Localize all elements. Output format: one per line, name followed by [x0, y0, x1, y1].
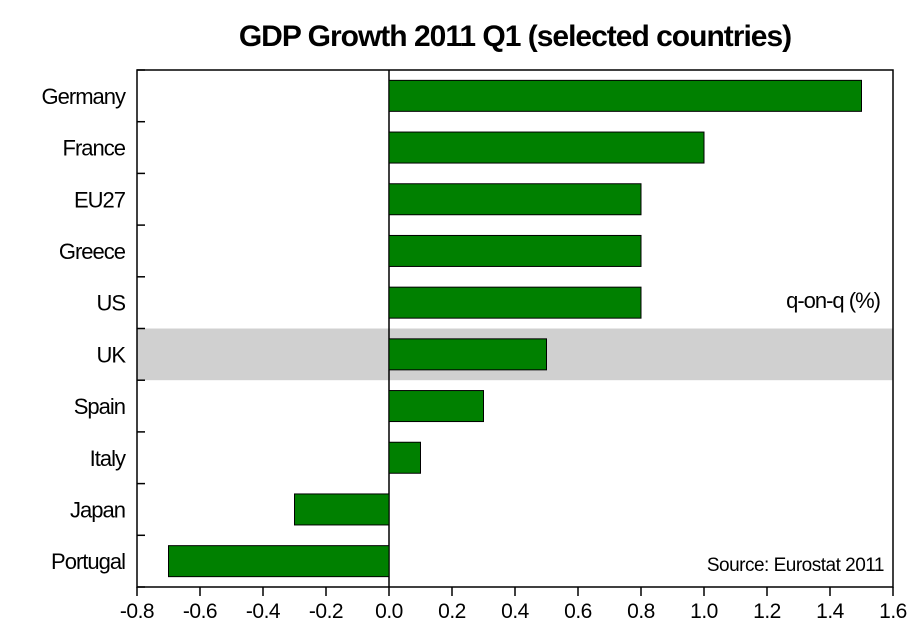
bar-portugal	[168, 545, 390, 578]
category-label-france: France	[63, 136, 126, 161]
source-annotation: Source: Eurostat 2011	[707, 555, 884, 576]
category-label-greece: Greece	[59, 239, 126, 264]
category-label-spain: Spain	[74, 394, 125, 419]
unit-annotation: q-on-q (%)	[786, 288, 880, 313]
bar-italy	[388, 441, 421, 474]
x-tick-label: 1.6	[879, 600, 907, 623]
x-tick-label: 0.2	[438, 600, 466, 623]
bar-eu27	[388, 183, 642, 216]
x-tick-label: 1.2	[753, 600, 781, 623]
x-tick-label: 1.0	[690, 600, 718, 623]
chart-title: GDP Growth 2011 Q1 (selected countries)	[239, 20, 791, 53]
category-label-us: US	[96, 291, 125, 316]
x-tick-label: 1.4	[816, 600, 845, 623]
category-label-eu27: EU27	[74, 187, 126, 212]
x-tick-labels: -0.8 -0.6 -0.4 -0.2 0.0 0.2 0.4 0.6 0.8 1.0 1.2 1.4…	[120, 600, 907, 623]
bar-us	[388, 286, 642, 319]
bar-japan	[294, 493, 390, 526]
x-tick-label: 0.6	[564, 600, 592, 623]
bars-layer	[168, 79, 862, 578]
x-tick-label: 0.4	[501, 600, 530, 623]
category-label-italy: Italy	[90, 446, 126, 471]
bar-france	[388, 131, 705, 164]
category-label-portugal: Portugal	[51, 549, 125, 574]
x-tick-label: -0.4	[246, 600, 281, 623]
category-label-germany: Germany	[42, 84, 126, 109]
x-tick-label: -0.6	[183, 600, 217, 623]
x-tick-label: -0.8	[120, 600, 154, 623]
x-tick-label: 0.0	[375, 600, 403, 623]
category-label-japan: Japan	[70, 497, 125, 522]
y-tick-marks	[137, 69, 145, 588]
bar-uk	[388, 338, 547, 371]
category-label-uk: UK	[96, 342, 126, 367]
x-tick-label: 0.8	[627, 600, 655, 623]
x-tick-label: -0.2	[309, 600, 343, 623]
bar-greece	[388, 234, 642, 267]
category-labels: Germany France EU27 Greece US UK Spain Italy Jap…	[42, 84, 128, 574]
x-tick-marks	[136, 587, 894, 596]
bar-germany	[388, 79, 862, 112]
bar-spain	[388, 390, 484, 423]
